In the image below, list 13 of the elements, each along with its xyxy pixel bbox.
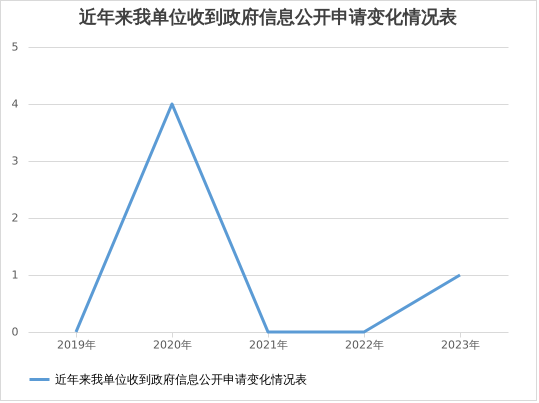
y-tick-label: 2 [12, 212, 18, 224]
chart-title: 近年来我单位收到政府信息公开申请变化情况表 [78, 7, 457, 28]
y-tick-label: 1 [12, 268, 18, 282]
legend-label: 近年来我单位收到政府信息公开申请变化情况表 [55, 372, 307, 386]
y-tick-label: 3 [12, 154, 18, 168]
y-tick-label: 0 [12, 326, 18, 338]
x-tick-label: 2019年 [57, 338, 96, 352]
x-tick-label: 2022年 [345, 338, 384, 352]
y-tick-label: 5 [12, 40, 18, 54]
y-tick-label: 4 [12, 98, 18, 110]
x-tick-label: 2023年 [441, 338, 480, 352]
x-tick-label: 2021年 [249, 338, 288, 352]
x-tick-label: 2020年 [153, 338, 192, 352]
